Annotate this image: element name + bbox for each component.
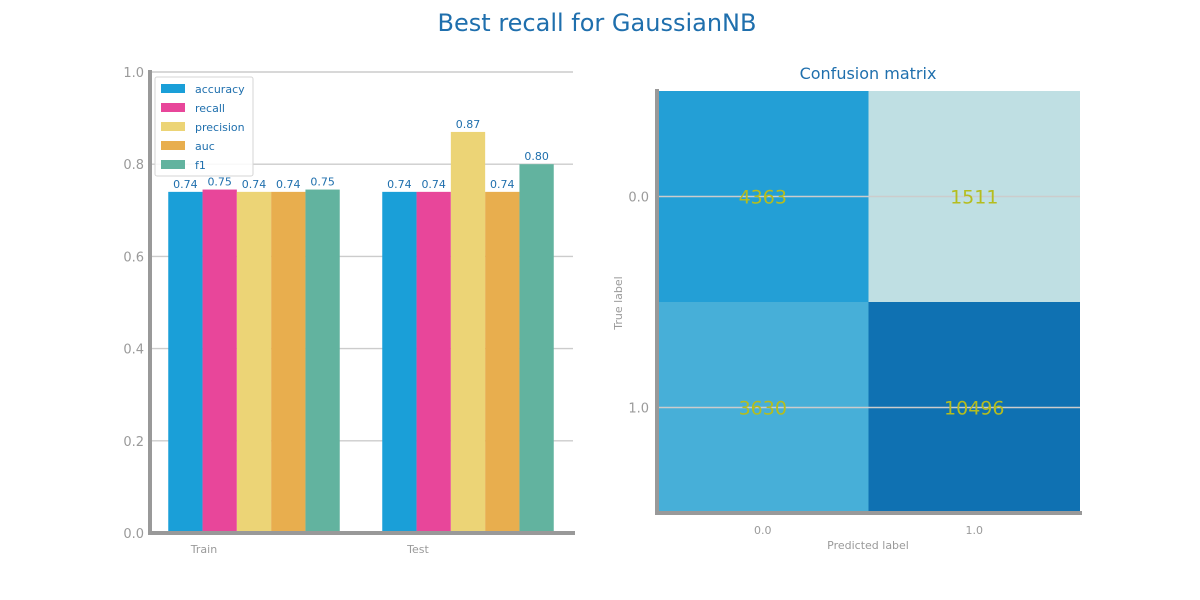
bar-legend: accuracy recall precision auc f1 (154, 76, 254, 177)
bar-x-tick-label: Test (406, 543, 429, 556)
bar-y-tick-label: 0.2 (123, 435, 144, 450)
cm-tick-labels: 0.0 1.0 0.0 1.0 (628, 191, 983, 538)
legend-swatch-f1 (161, 160, 185, 169)
bar-y-tick-label: 0.4 (123, 343, 144, 358)
cm-x-tick-label: 0.0 (754, 524, 772, 537)
bar-x-tick-labels: Train Test (190, 543, 430, 556)
cm-x-axis-label: Predicted label (827, 539, 909, 552)
confusion-matrix-title: Confusion matrix (800, 64, 937, 83)
legend-label-auc: auc (195, 140, 215, 153)
bar-f1-test (519, 164, 554, 533)
bar-value-label: 0.75 (310, 176, 335, 189)
legend-label-f1: f1 (195, 159, 206, 172)
bar-axes (148, 70, 575, 535)
cm-cell-value: 3630 (739, 398, 787, 420)
cm-y-axis-label: True label (612, 276, 625, 330)
cm-cell-value: 10496 (944, 398, 1004, 420)
figure-title: Best recall for GaussianNB (438, 9, 757, 37)
bar-auc-test (485, 191, 520, 534)
bar-y-tick-label: 0.8 (123, 158, 144, 173)
legend-swatch-accuracy (161, 84, 185, 93)
bar-value-label: 0.80 (524, 150, 549, 163)
legend-label-accuracy: accuracy (195, 83, 245, 96)
bar-y-tick-label: 0.6 (123, 250, 144, 265)
legend-swatch-precision (161, 122, 185, 131)
confusion-matrix-chart: Confusion matrix 4363 1511 3630 10496 0.0 1.… (612, 64, 1082, 552)
cm-cell-values: 4363 1511 3630 10496 (739, 187, 1005, 420)
bar-value-label: 0.74 (421, 178, 446, 191)
legend-swatch-recall (161, 103, 185, 112)
bar-value-label: 0.74 (242, 178, 267, 191)
metrics-bar-chart: 0.74 0.740.75 0.740.740.870.74 0.740.750.80… (123, 66, 575, 556)
bar-value-label: 0.74 (276, 178, 301, 191)
bar-y-tick-labels: 0.0 0.2 0.4 0.6 0.8 1.0 (123, 66, 144, 542)
bar-value-label: 0.87 (456, 118, 481, 131)
bar-value-label: 0.74 (387, 178, 412, 191)
bar-value-labels: 0.74 0.74 0.75 0.74 0.74 0.87 0.74 0.74 0.75 0.80 (173, 118, 549, 191)
bar-precision-train (236, 191, 272, 534)
cm-cell-value: 1511 (950, 187, 998, 209)
bar-value-label: 0.74 (173, 178, 198, 191)
cm-x-tick-label: 1.0 (966, 524, 984, 537)
bar-y-tick-label: 1.0 (123, 66, 144, 81)
bar-value-label: 0.75 (207, 176, 232, 189)
legend-swatch-auc (161, 141, 185, 150)
cm-y-tick-label: 0.0 (628, 191, 649, 206)
bar-f1-train (305, 189, 340, 533)
bar-legend-frame (154, 76, 254, 177)
bar-recall-train (202, 189, 237, 533)
bar-y-tick-label: 0.0 (123, 527, 144, 542)
legend-label-precision: precision (195, 121, 245, 134)
cm-y-tick-label: 1.0 (628, 402, 649, 417)
bar-series (168, 131, 554, 534)
legend-label-recall: recall (195, 102, 225, 115)
bar-auc-train (271, 191, 306, 534)
cm-gridlines (657, 195, 1080, 409)
cm-cell-value: 4363 (739, 187, 787, 209)
bar-accuracy-test (382, 191, 417, 534)
bar-value-label: 0.74 (490, 178, 515, 191)
bar-accuracy-train (168, 191, 203, 534)
bar-recall-test (416, 191, 451, 534)
cm-cells (657, 91, 1080, 513)
cm-axes (655, 89, 1082, 515)
bar-precision-test (450, 131, 486, 533)
bar-x-tick-label: Train (190, 543, 217, 556)
